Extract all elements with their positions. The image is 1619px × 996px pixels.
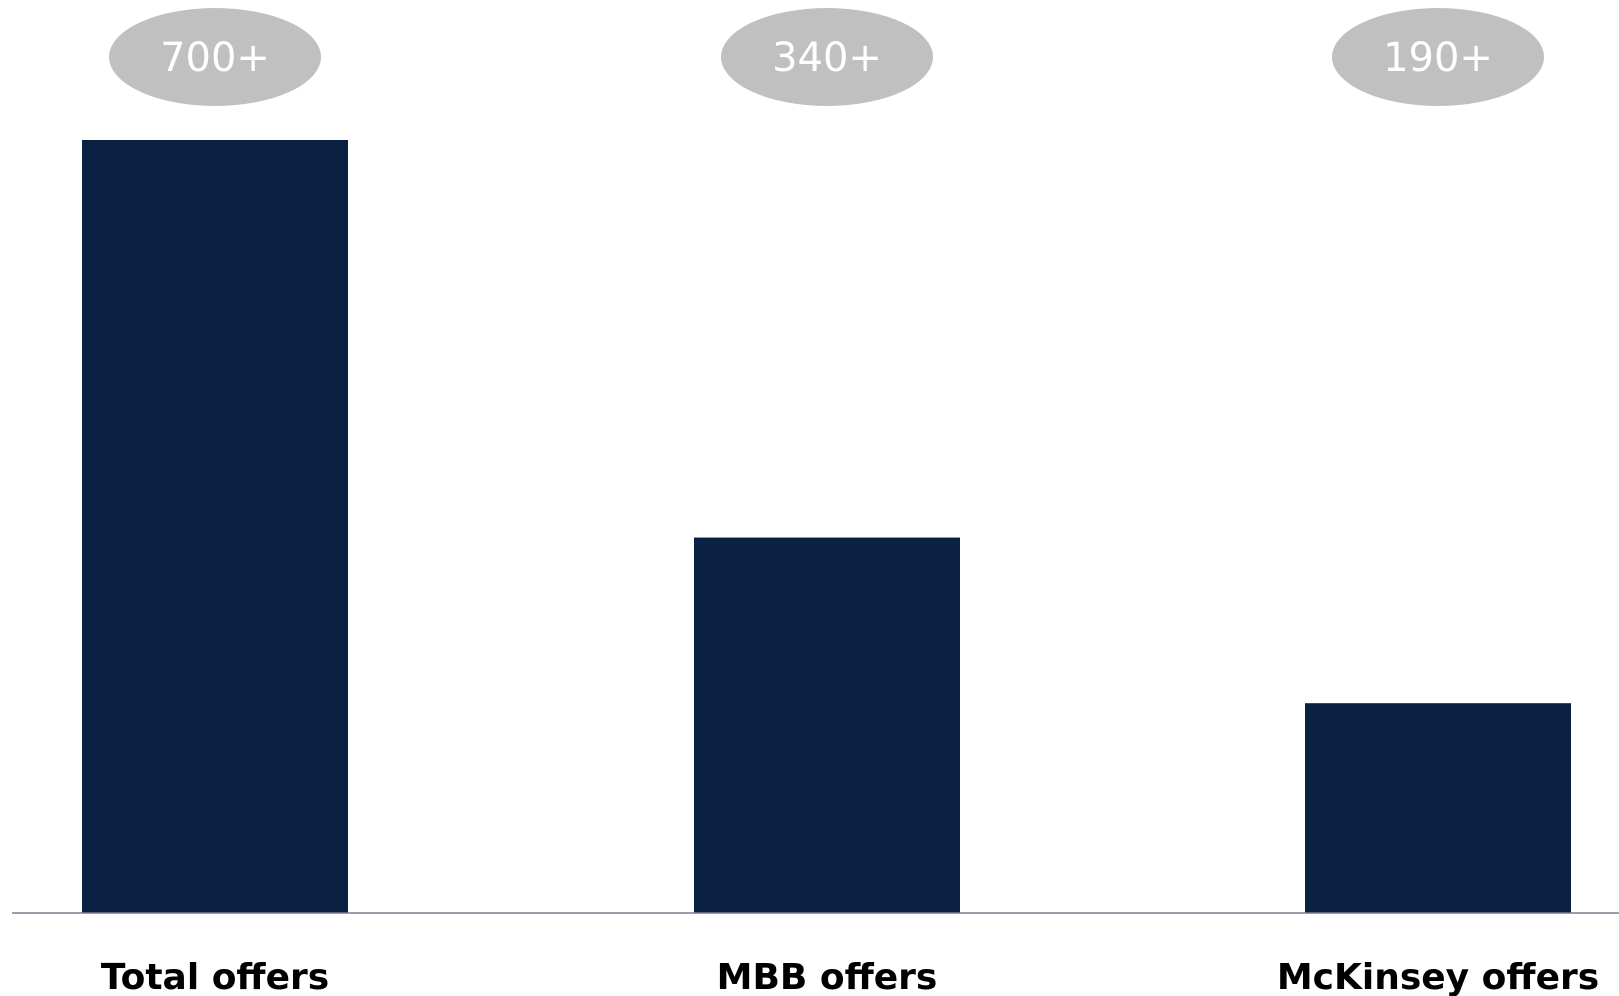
category-label-1: Total offers (101, 957, 329, 996)
data-label-1: 700+ (160, 35, 270, 81)
data-label-3: 190+ (1383, 35, 1493, 81)
category-label-3: McKinsey offers (1277, 957, 1599, 996)
value-badge-1 (109, 8, 321, 106)
bar-2 (694, 537, 960, 913)
value-badges: 700+ 340+ 190+ (109, 8, 1544, 106)
bar-1 (82, 140, 348, 913)
value-badge-3 (1332, 8, 1544, 106)
bar-3 (1305, 703, 1571, 913)
data-label-2: 340+ (772, 35, 882, 81)
value-badge-2 (721, 8, 933, 106)
category-label-2: MBB offers (717, 957, 938, 996)
category-labels: Total offers MBB offers McKinsey offers (101, 957, 1599, 996)
bars (82, 140, 1571, 913)
